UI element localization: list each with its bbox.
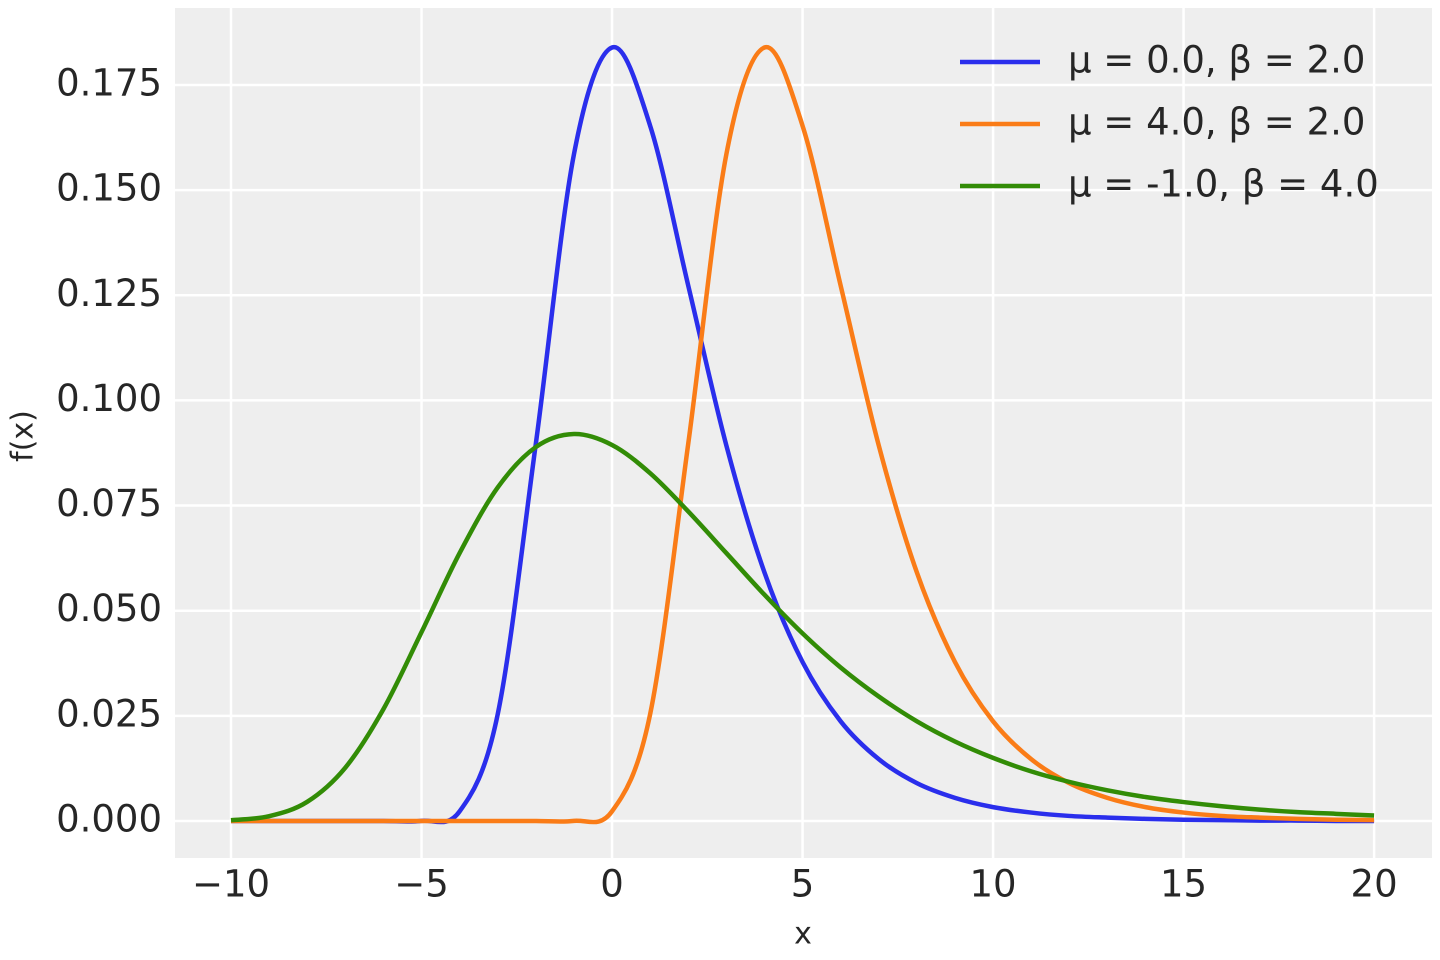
x-tick-label: 15	[1160, 863, 1207, 906]
x-tick-label: −10	[192, 863, 270, 906]
grid	[175, 8, 1432, 858]
y-tick-label: 0.075	[56, 482, 162, 525]
y-tick-label: 0.150	[56, 167, 162, 210]
y-tick-label: 0.125	[56, 272, 162, 315]
x-tick-label: 10	[970, 863, 1017, 906]
x-tick-label: 0	[600, 863, 624, 906]
ticks: 0.000 0.025 0.050 0.075 0.100 0.125 0.150 0.175…	[56, 61, 1398, 905]
x-tick-label: 20	[1351, 863, 1398, 906]
x-axis-label: x	[794, 917, 812, 952]
series-line	[231, 45, 1375, 825]
legend-label: μ = 0.0, β = 2.0	[1068, 39, 1365, 82]
series-line	[231, 45, 1375, 825]
y-tick-label: 0.025	[56, 692, 162, 735]
y-tick-label: 0.000	[56, 797, 162, 840]
y-tick-label: 0.175	[56, 61, 162, 104]
legend-label: μ = 4.0, β = 2.0	[1068, 101, 1365, 144]
y-axis-label: f(x)	[6, 410, 41, 462]
series-line	[230, 431, 1375, 823]
y-tick-label: 0.100	[56, 377, 162, 420]
y-tick-label: 0.050	[56, 587, 162, 630]
x-tick-label: 5	[791, 863, 815, 906]
legend: μ = 0.0, β = 2.0 μ = 4.0, β = 2.0 μ = -1.0…	[960, 39, 1379, 206]
x-tick-label: −5	[394, 863, 449, 906]
legend-label: μ = -1.0, β = 4.0	[1068, 163, 1379, 206]
lines	[230, 45, 1375, 825]
